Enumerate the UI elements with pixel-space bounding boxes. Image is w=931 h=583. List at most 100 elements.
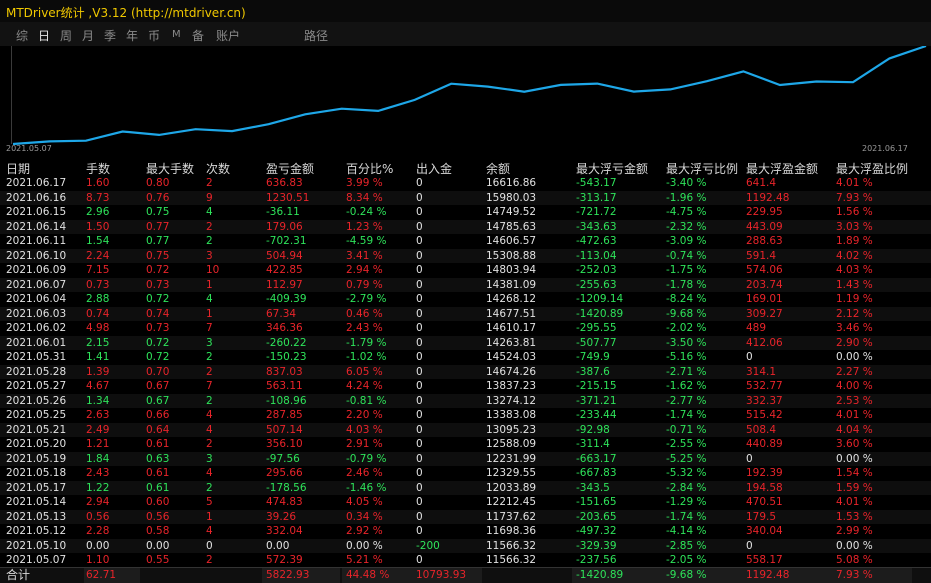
table-row[interactable]: 2021.06.09 7.15 0.72 10 422.85 2.94 % 0 14803.9… (0, 263, 931, 278)
cell-max-floating-profit: 340.04 (746, 525, 783, 537)
cell-count: 3 (206, 336, 213, 349)
table-row[interactable]: 2021.05.27 4.67 0.67 7 563.11 4.24 % 0 13837.23… (0, 379, 931, 394)
cell-max-drawdown-pct: -1.78 % (666, 278, 707, 291)
header-max-floating-profit: 最大浮盈金额 (746, 162, 819, 176)
table-row[interactable]: 2021.06.16 8.73 0.76 9 1230.51 8.34 % 0 15980.0… (0, 190, 931, 205)
cell-max-drawdown: -252.03 (576, 264, 617, 276)
cell-lots: 2.88 (86, 293, 110, 305)
cell-max-drawdown: -151.65 (576, 496, 617, 508)
table-row[interactable]: 2021.05.10 0.00 0.00 0 0.00 0.00 % -200 11566.3… (0, 538, 931, 553)
table-row[interactable]: 2021.06.15 2.96 0.75 4 -36.11 -0.24 % 0 14749.5… (0, 205, 931, 220)
cell-max-floating-profit-pct: 3.46 % (836, 322, 873, 334)
cell-profit: 1230.51 (266, 191, 310, 204)
cell-date: 2021.05.19 (6, 452, 67, 465)
tab-weekly[interactable]: 周 (60, 29, 73, 43)
cell-count: 3 (206, 452, 213, 465)
cell-max-drawdown-pct: -1.74 % (666, 409, 707, 421)
cell-count: 7 (206, 322, 213, 334)
cell-percent: -2.79 % (346, 293, 387, 305)
table-row[interactable]: 2021.05.17 1.22 0.61 2 -178.56 -1.46 % 0 12033.… (0, 480, 931, 495)
tab-daily[interactable]: 日 (38, 29, 51, 43)
cell-max-lots: 0.75 (146, 249, 170, 262)
tab-path[interactable]: 路径 (304, 29, 329, 43)
cell-max-lots: 0.73 (146, 322, 170, 334)
table-row[interactable]: 2021.06.02 4.98 0.73 7 346.36 2.43 % 0 14610.17… (0, 321, 931, 336)
cell-max-drawdown-pct: -2.71 % (666, 365, 707, 378)
table-row[interactable]: 2021.05.21 2.49 0.64 4 507.14 4.03 % 0 13095.23… (0, 422, 931, 437)
table-row[interactable]: 2021.05.20 1.21 0.61 2 356.10 2.91 % 0 12588.09… (0, 437, 931, 452)
cell-max-drawdown: -343.5 (576, 481, 610, 494)
tab-currency[interactable]: 币 (148, 29, 161, 43)
tab-backup[interactable]: 备 (192, 29, 205, 43)
table-row[interactable]: 2021.05.19 1.84 0.63 3 -97.56 -0.79 % 0 12231.9… (0, 451, 931, 466)
cell-deposit: 0 (416, 293, 423, 305)
header-lots: 手数 (86, 162, 111, 176)
table-row[interactable]: 2021.05.31 1.41 0.72 2 -150.23 -1.02 % 0 14524.… (0, 350, 931, 365)
cell-percent: 2.94 % (346, 264, 383, 276)
tab-monthly[interactable]: 月 (82, 29, 95, 43)
cell-max-lots: 0.73 (146, 278, 170, 291)
cell-max-drawdown: -313.17 (576, 191, 617, 204)
table-row[interactable]: 2021.06.11 1.54 0.77 2 -702.31 -4.59 % 0 14606.… (0, 234, 931, 249)
cell-count: 1 (206, 510, 213, 523)
table-row[interactable]: 2021.06.10 2.24 0.75 3 504.94 3.41 % 0 15308.88… (0, 248, 931, 263)
table-row[interactable]: 2021.05.07 1.10 0.55 2 572.39 5.21 % 0 11566.32… (0, 553, 931, 568)
tab-account[interactable]: 账户 (216, 29, 241, 43)
total-percent: 44.48 % (346, 569, 390, 581)
table-row[interactable]: 2021.06.04 2.88 0.72 4 -409.39 -2.79 % 0 14268.… (0, 292, 931, 307)
table-row[interactable]: 2021.06.07 0.73 0.73 1 112.97 0.79 % 0 14381.09… (0, 277, 931, 292)
balance-chart (11, 46, 930, 154)
cell-lots: 1.41 (86, 351, 110, 363)
cell-balance: 14381.09 (486, 278, 537, 291)
toolbar: 综 日 周 月 季 年 币 M 备 账户 路径 (0, 22, 931, 46)
cell-max-drawdown-pct: -2.84 % (666, 481, 707, 494)
table-row[interactable]: 2021.05.14 2.94 0.60 5 474.83 4.05 % 0 12212.45… (0, 495, 931, 510)
cell-max-drawdown-pct: -5.16 % (666, 351, 707, 363)
cell-percent: -4.59 % (346, 235, 387, 247)
table-row[interactable]: 2021.05.28 1.39 0.70 2 837.03 6.05 % 0 14674.26… (0, 364, 931, 379)
tab-yearly[interactable]: 年 (126, 29, 139, 43)
cell-balance: 14749.52 (486, 206, 537, 218)
balance-line (12, 46, 927, 146)
cell-lots: 0.00 (86, 539, 110, 552)
cell-profit: 563.11 (266, 380, 303, 392)
tab-m[interactable]: M (172, 29, 181, 40)
table-row[interactable]: 2021.06.14 1.50 0.77 2 179.06 1.23 % 0 14785.63… (0, 219, 931, 234)
cell-date: 2021.05.26 (6, 394, 67, 407)
cell-max-drawdown: -255.63 (576, 278, 617, 291)
table-row[interactable]: 2021.06.03 0.74 0.74 1 67.34 0.46 % 0 14677.51 -… (0, 306, 931, 321)
cell-max-drawdown-pct: -5.32 % (666, 467, 707, 479)
table-row[interactable]: 2021.05.25 2.63 0.66 4 287.85 2.20 % 0 13383.08… (0, 408, 931, 423)
cell-balance: 14610.17 (486, 322, 537, 334)
total-max-floating-profit-pct: 7.93 % (836, 569, 873, 581)
cell-max-lots: 0.64 (146, 423, 170, 436)
cell-date: 2021.06.10 (6, 249, 67, 262)
tab-summary[interactable]: 综 (16, 29, 29, 43)
cell-percent: 0.34 % (346, 510, 383, 523)
cell-deposit: 0 (416, 481, 423, 494)
cell-deposit: 0 (416, 278, 423, 291)
cell-lots: 1.10 (86, 554, 110, 566)
table-row[interactable]: 2021.05.13 0.56 0.56 1 39.26 0.34 % 0 11737.62 -… (0, 509, 931, 524)
cell-percent: 0.79 % (346, 278, 383, 291)
cell-count: 2 (206, 554, 213, 566)
cell-balance: 13274.12 (486, 394, 537, 407)
table-row[interactable]: 2021.05.26 1.34 0.67 2 -108.96 -0.81 % 0 13274.… (0, 393, 931, 408)
cell-max-floating-profit: 641.4 (746, 177, 777, 189)
cell-lots: 2.28 (86, 525, 110, 537)
tab-quarterly[interactable]: 季 (104, 29, 117, 43)
cell-profit: 504.94 (266, 249, 303, 262)
cell-balance: 13837.23 (486, 380, 537, 392)
cell-lots: 0.74 (86, 307, 110, 320)
cell-max-drawdown-pct: -2.32 % (666, 220, 707, 233)
window-title: MTDriver统计 ,V3.12 (http://mtdriver.cn) (6, 6, 246, 20)
cell-profit: 295.66 (266, 467, 303, 479)
table-row[interactable]: 2021.06.17 1.60 0.80 2 636.83 3.99 % 0 16616.86… (0, 176, 931, 191)
cell-lots: 2.43 (86, 467, 110, 479)
table-row[interactable]: 2021.05.18 2.43 0.61 4 295.66 2.46 % 0 12329.55… (0, 466, 931, 481)
cell-balance: 14606.57 (486, 235, 537, 247)
table-row[interactable]: 2021.05.12 2.28 0.58 4 332.04 2.92 % 0 11698.36… (0, 524, 931, 539)
table-row[interactable]: 2021.06.01 2.15 0.72 3 -260.22 -1.79 % 0 14263.… (0, 335, 931, 350)
table-header: 日期 手数 最大手数 次数 盈亏金额 百分比% 出入金 余额 最大浮亏金额 最大… (0, 160, 931, 176)
cell-max-lots: 0.67 (146, 394, 170, 407)
